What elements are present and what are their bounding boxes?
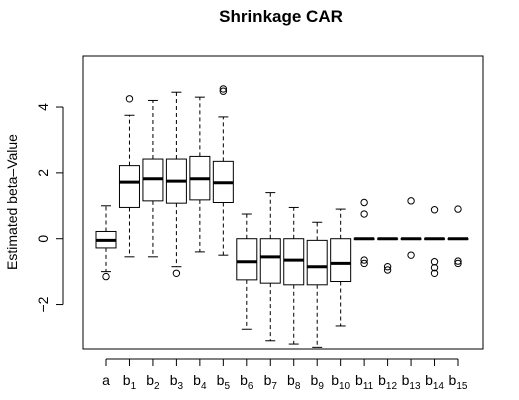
outlier-point: [430, 263, 439, 272]
box-5: [212, 85, 234, 256]
outlier-point: [430, 206, 439, 214]
box-6: [236, 213, 258, 330]
outlier-point: [383, 262, 392, 271]
x-tick-label: b2: [146, 372, 160, 392]
x-tick-label: b15: [449, 372, 468, 392]
iqr-box: [259, 238, 281, 284]
box-8: [283, 206, 305, 345]
box-0: [95, 205, 117, 281]
outlier-point: [454, 259, 462, 268]
outlier-point: [360, 256, 368, 264]
x-tick-label: b3: [170, 372, 184, 392]
x-tick-label: b4: [193, 372, 207, 392]
y-tick-label: 4: [35, 103, 51, 111]
y-axis: −2 0 2 4: [35, 103, 64, 313]
x-tick-label: b8: [287, 372, 301, 392]
outlier-point: [172, 269, 181, 277]
x-tick-label: b1: [123, 372, 137, 392]
box-14: [424, 206, 446, 277]
outlier-point: [454, 205, 462, 213]
x-tick-label: b5: [217, 372, 231, 392]
chart-title: Shrinkage CAR: [219, 7, 343, 26]
outlier-point: [407, 197, 415, 205]
outlier-point: [102, 272, 110, 281]
iqr-box: [118, 165, 140, 208]
outlier-point: [430, 269, 439, 277]
box-9: [306, 221, 328, 348]
x-tick-label: b14: [425, 372, 444, 392]
iqr-box: [306, 239, 328, 286]
outlier-point: [454, 257, 462, 265]
x-tick-label: b12: [378, 372, 397, 392]
outlier-point: [360, 198, 368, 207]
x-tick-label: b9: [311, 372, 325, 392]
box-10: [330, 208, 352, 327]
x-tick-label: b10: [331, 372, 350, 392]
box-15: [447, 205, 469, 268]
outlier-point: [125, 95, 134, 103]
x-axis-labels: a b1 b2 b3 b4 b5 b6 b7 b8 b9 b10 b11 b12 b13 b14 b15: [102, 358, 468, 392]
x-tick-label: b11: [355, 372, 374, 392]
box-3: [165, 91, 187, 277]
box-4: [189, 96, 211, 253]
plot-frame: [82, 55, 484, 350]
y-axis-label: Estimated beta–Value: [4, 134, 20, 270]
y-tick-label: 0: [35, 235, 51, 243]
box-2: [142, 99, 164, 258]
outlier-point: [360, 210, 368, 218]
iqr-box: [283, 238, 305, 286]
x-tick-label: a: [102, 372, 110, 388]
x-tick-label: b7: [264, 372, 278, 392]
x-tick-label: b13: [402, 372, 421, 392]
outlier-point: [407, 251, 415, 259]
y-tick-label: 2: [35, 169, 51, 177]
box-1: [118, 95, 140, 258]
boxes: [95, 85, 469, 348]
outlier-point: [383, 266, 392, 274]
outlier-point: [219, 87, 228, 95]
outlier-point: [219, 85, 228, 93]
y-tick-label: −2: [35, 296, 51, 312]
iqr-box: [330, 238, 352, 283]
box-11: [353, 198, 375, 268]
iqr-box: [236, 238, 258, 281]
box-12: [377, 237, 399, 274]
box-7: [259, 192, 281, 342]
outlier-point: [360, 259, 368, 268]
x-tick-label: b6: [240, 372, 254, 392]
box-13: [400, 197, 422, 259]
